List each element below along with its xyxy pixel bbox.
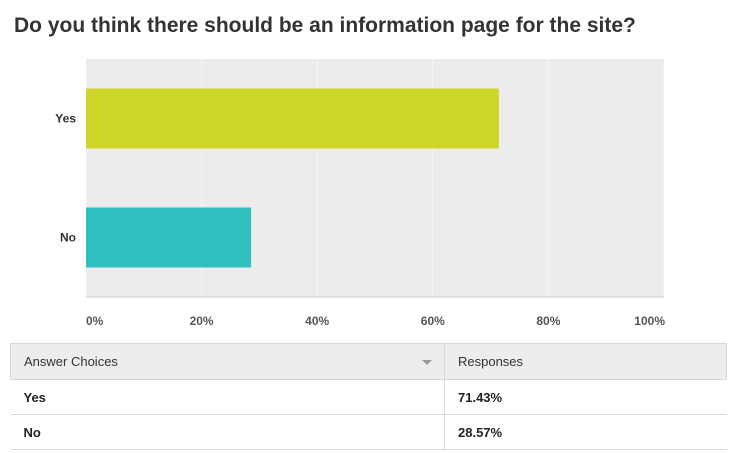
results-table: Answer Choices Responses Yes 71.43% No 2… (10, 343, 727, 450)
table-row: Yes 71.43% (10, 379, 727, 415)
answer-choices-header[interactable]: Answer Choices (10, 343, 445, 380)
table-row: No 28.57% (10, 414, 727, 450)
bar-chart: Yes No 0% 20% 40% 60% 80% 100% (55, 59, 665, 328)
x-tick-labels: 0% 20% 40% 60% 80% 100% (86, 314, 665, 328)
responses-header[interactable]: Responses (444, 343, 727, 380)
x-tick-label: 40% (305, 314, 329, 328)
category-label: No (60, 231, 76, 245)
response-cell: 71.43% (444, 379, 727, 415)
bars (86, 88, 499, 268)
question-title: Do you think there should be an informat… (14, 14, 636, 37)
x-tick-label: 80% (536, 314, 560, 328)
bar-no[interactable] (86, 207, 252, 268)
x-tick-label: 60% (421, 314, 445, 328)
category-labels: Yes No (55, 112, 76, 245)
bar-yes[interactable] (86, 88, 499, 149)
answer-cell: Yes (10, 379, 445, 415)
sort-arrow-icon[interactable] (422, 360, 432, 365)
answer-choices-label: Answer Choices (24, 354, 118, 369)
responses-label: Responses (458, 354, 524, 369)
category-label: Yes (55, 112, 76, 126)
x-tick-label: 0% (86, 314, 104, 328)
x-tick-label: 100% (634, 314, 665, 328)
answer-cell: No (10, 414, 445, 450)
x-tick-label: 20% (190, 314, 214, 328)
table-header-row: Answer Choices Responses (10, 343, 727, 380)
response-cell: 28.57% (444, 414, 727, 450)
